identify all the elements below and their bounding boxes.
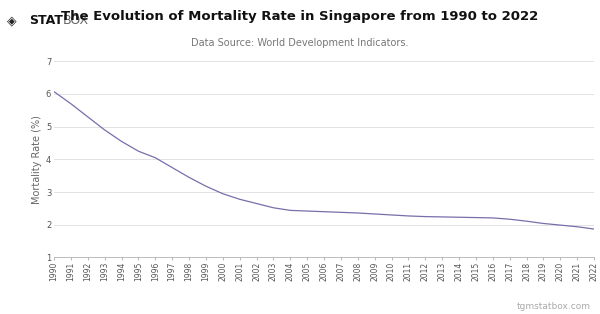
Text: The Evolution of Mortality Rate in Singapore from 1990 to 2022: The Evolution of Mortality Rate in Singa… — [61, 10, 539, 23]
Text: STAT: STAT — [29, 14, 62, 27]
Text: ◈: ◈ — [7, 14, 17, 27]
Y-axis label: Mortality Rate (%): Mortality Rate (%) — [32, 115, 41, 204]
Text: tgmstatbox.com: tgmstatbox.com — [517, 302, 591, 311]
Text: BOX: BOX — [63, 14, 89, 27]
Text: Data Source: World Development Indicators.: Data Source: World Development Indicator… — [191, 38, 409, 48]
